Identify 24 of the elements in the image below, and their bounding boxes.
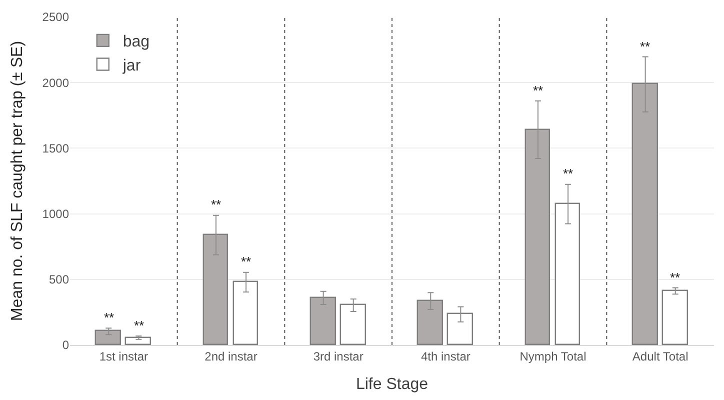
data-label: ** [533,83,544,98]
data-label: ** [563,166,574,181]
x-tick-label: 3rd instar [313,349,364,364]
y-tick-label: 1500 [42,141,70,156]
legend-label: bag [122,34,150,51]
y-tick-label: 0 [62,338,70,352]
y-tick-label: 500 [48,272,70,287]
y-tick-label: 1000 [42,207,70,221]
x-tick-label: 1st instar [99,349,148,364]
data-label: ** [211,197,222,212]
x-tick-label: Adult Total [632,349,688,364]
x-tick-label: Nymph Total [520,349,586,364]
data-label: ** [670,270,680,285]
y-tick-label: 2500 [42,10,70,24]
data-label: ** [640,39,650,54]
y-tick-label: 2000 [42,76,70,90]
x-tick-label: 4th instar [420,349,470,364]
x-axis-title: Life Stage [356,376,428,394]
y-axis-title: Mean no. of SLF caught per trap (± SE) [9,40,26,322]
x-tick-label: 2nd instar [204,349,258,364]
data-label: ** [134,318,144,333]
data-label: ** [241,254,252,269]
data-label: ** [104,310,114,325]
legend-label: jar [122,58,142,74]
